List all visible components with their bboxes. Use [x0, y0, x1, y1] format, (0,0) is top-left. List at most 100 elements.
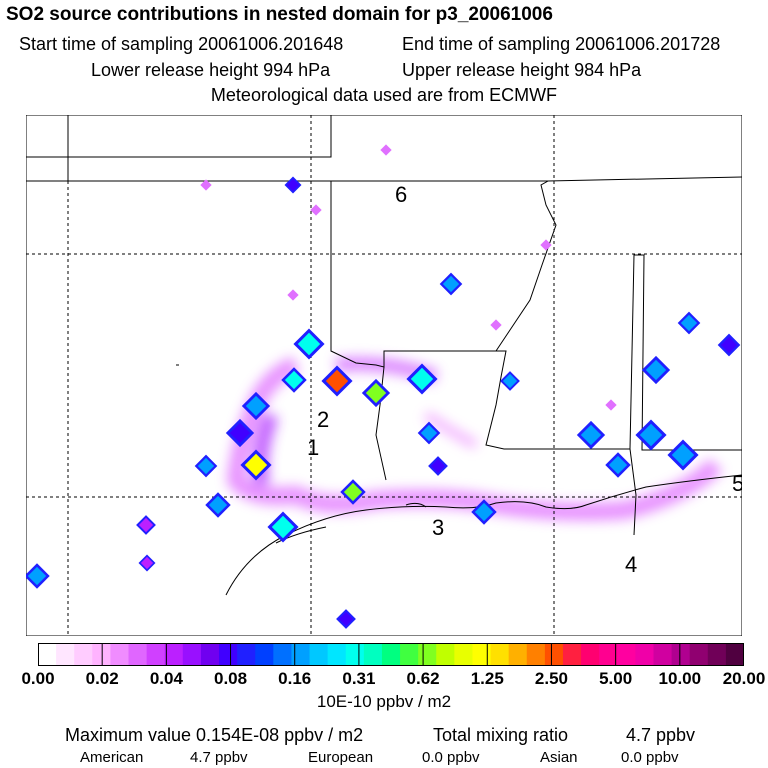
- hotspot: [439, 272, 463, 296]
- colorbar-cell: [725, 643, 744, 666]
- hotspot-fill: [138, 517, 154, 533]
- hotspot: [677, 311, 701, 335]
- hotspot-fill: [229, 422, 251, 444]
- hotspot-fill: [420, 424, 438, 442]
- hotspot: [406, 363, 438, 395]
- hotspot-fill: [580, 424, 602, 446]
- trace-dot: [287, 289, 299, 301]
- hotspot: [26, 563, 50, 589]
- colorbar-cell: [617, 643, 636, 666]
- trace-dot: [310, 204, 322, 216]
- colorbar-cell: [291, 643, 311, 666]
- colorbar-cell: [363, 643, 383, 666]
- hotspot-fill: [284, 370, 304, 390]
- colorbar-cell: [56, 643, 75, 666]
- hotspot: [336, 609, 356, 629]
- hotspot-fill: [671, 443, 695, 467]
- colorbar-tick-label: 0.62: [406, 669, 440, 688]
- colorbar-tick-label: 1.25: [470, 669, 504, 688]
- chart-title: SO2 source contributions in nested domai…: [6, 4, 553, 25]
- coastline: [225, 474, 742, 596]
- source-name-european: European: [308, 749, 374, 766]
- upper-release-label: Upper release height 984 hPa: [402, 60, 642, 80]
- hotspot: [205, 492, 231, 518]
- hotspot: [194, 454, 218, 478]
- colorbar-tick-label: 20.00: [722, 669, 766, 688]
- colorbar-cell: [544, 643, 564, 666]
- hotspot: [267, 511, 299, 543]
- trace-dot: [380, 144, 392, 156]
- colorbar-cell: [436, 643, 455, 666]
- source-name-asian: Asian: [540, 749, 578, 766]
- colorbar-tick-label: 10.00: [658, 669, 702, 688]
- region-label-6: 6: [395, 182, 407, 207]
- colorbar-cell: [182, 643, 202, 666]
- hotspot-fill: [197, 457, 215, 475]
- colorbar-cell: [454, 643, 474, 666]
- colorbar-cell: [38, 643, 57, 666]
- hotspot-fill: [297, 332, 321, 356]
- colorbar-tick-label: 0.00: [21, 669, 55, 688]
- colorbar-cell: [418, 643, 437, 666]
- region-label-5: 5: [732, 471, 742, 496]
- total-mixing-value: 4.7 ppbv: [626, 725, 696, 745]
- colorbar-cell: [345, 643, 365, 666]
- colorbar-cell: [599, 643, 618, 666]
- colorbar-cell: [400, 643, 419, 666]
- colorbar-cell: [327, 643, 347, 666]
- hotspot-fill: [430, 458, 446, 474]
- end-time-label: End time of sampling 20061006.201728: [402, 34, 721, 54]
- plume-haze: [226, 356, 723, 521]
- hotspot: [635, 419, 667, 451]
- source-value-american: 4.7 ppbv: [190, 749, 248, 766]
- source-name-american: American: [80, 749, 144, 766]
- colorbar: [38, 643, 744, 666]
- hotspot-fill: [343, 482, 363, 502]
- hotspot-fill: [208, 495, 228, 515]
- hotspot-fill: [645, 359, 667, 381]
- hotspot-fill: [271, 515, 295, 539]
- hotspot-fill: [608, 455, 628, 475]
- lat-lon-grid: [26, 115, 742, 636]
- hotspot-fill: [680, 314, 698, 332]
- hotspot: [500, 371, 520, 391]
- region-label-3: 3: [432, 515, 444, 540]
- hotspot: [240, 449, 272, 481]
- region-label-2: 2: [317, 407, 329, 432]
- colorbar-cell: [237, 643, 256, 666]
- source-value-european: 0.0 ppbv: [422, 749, 480, 766]
- source-value-asian: 0.0 ppbv: [621, 749, 679, 766]
- colorbar-cell: [381, 643, 401, 666]
- colorbar-tick-label: 0.16: [278, 669, 312, 688]
- hotspot: [717, 333, 741, 357]
- hotspot: [138, 554, 156, 572]
- colorbar-cell: [635, 643, 655, 666]
- hotspot: [284, 176, 302, 194]
- region-label-1: 1: [307, 435, 319, 460]
- start-time-label: Start time of sampling 20061006.201648: [19, 34, 344, 54]
- hotspot-fill: [474, 502, 494, 522]
- colorbar-tick-label: 0.31: [342, 669, 376, 688]
- colorbar-cell: [472, 643, 492, 666]
- colorbar-tick-label: 0.02: [85, 669, 119, 688]
- hotspot: [361, 378, 391, 408]
- total-mixing-label: Total mixing ratio: [433, 725, 569, 745]
- colorbar-tick-label: 0.04: [149, 669, 183, 688]
- region-label-4: 4: [625, 552, 637, 577]
- hotspot: [340, 479, 366, 505]
- colorbar-cell: [671, 643, 691, 666]
- units-label: 10E-10 ppbv / m2: [316, 692, 452, 711]
- concentration-map: 1 2 3 4 5 6: [26, 115, 742, 636]
- hotspot-fill: [442, 275, 460, 293]
- hotspot: [667, 439, 699, 471]
- colorbar-cell: [581, 643, 600, 666]
- colorbar-cell: [653, 643, 673, 666]
- colorbar-cell: [164, 643, 184, 666]
- hotspot-fill: [325, 369, 349, 393]
- hotspot: [641, 355, 671, 385]
- hotspot: [605, 452, 631, 478]
- hotspot: [471, 499, 497, 525]
- colorbar-cell: [200, 643, 220, 666]
- colorbar-cell: [92, 643, 112, 666]
- lower-release-label: Lower release height 994 hPa: [91, 60, 331, 80]
